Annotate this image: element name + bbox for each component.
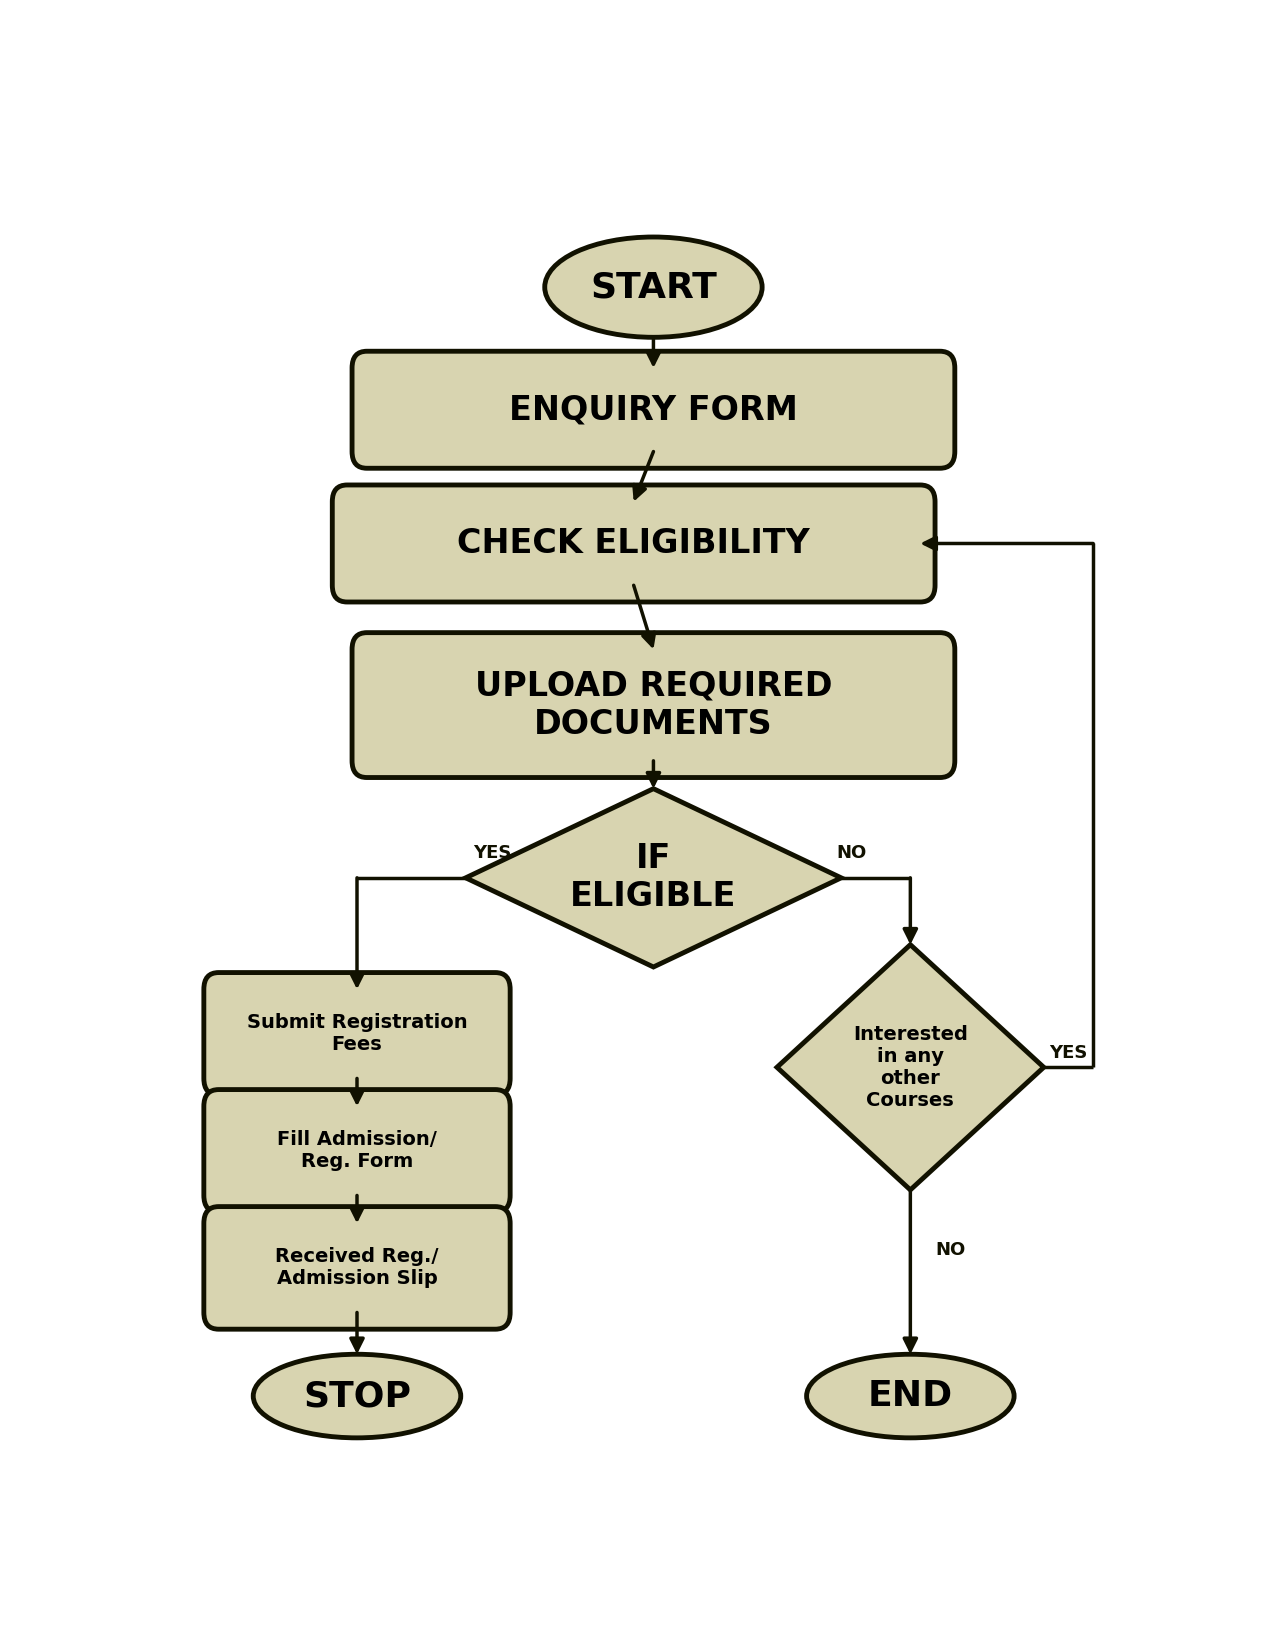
Polygon shape <box>776 945 1044 1190</box>
Ellipse shape <box>807 1355 1014 1437</box>
Text: NO: NO <box>935 1241 965 1259</box>
FancyBboxPatch shape <box>352 632 955 777</box>
Text: YES: YES <box>473 843 513 861</box>
Ellipse shape <box>544 238 762 337</box>
Text: Submit Registration
Fees: Submit Registration Fees <box>246 1013 468 1054</box>
FancyBboxPatch shape <box>352 351 955 469</box>
Text: ENQUIRY FORM: ENQUIRY FORM <box>509 393 798 426</box>
Text: NO: NO <box>836 843 867 861</box>
FancyBboxPatch shape <box>204 1206 510 1330</box>
Text: IF
ELIGIBLE: IF ELIGIBLE <box>570 842 737 914</box>
Text: Fill Admission/
Reg. Form: Fill Admission/ Reg. Form <box>277 1130 437 1171</box>
Text: CHECK ELIGIBILITY: CHECK ELIGIBILITY <box>458 526 810 559</box>
Text: Received Reg./
Admission Slip: Received Reg./ Admission Slip <box>275 1247 439 1289</box>
Ellipse shape <box>254 1355 460 1437</box>
Text: YES: YES <box>1048 1044 1088 1063</box>
Text: Interested
in any
other
Courses: Interested in any other Courses <box>853 1025 968 1110</box>
Text: END: END <box>868 1379 952 1412</box>
Text: START: START <box>590 271 717 304</box>
Polygon shape <box>465 789 842 967</box>
FancyBboxPatch shape <box>333 485 935 602</box>
Text: UPLOAD REQUIRED
DOCUMENTS: UPLOAD REQUIRED DOCUMENTS <box>474 670 833 741</box>
FancyBboxPatch shape <box>204 1089 510 1213</box>
Text: STOP: STOP <box>303 1379 411 1412</box>
FancyBboxPatch shape <box>204 972 510 1096</box>
